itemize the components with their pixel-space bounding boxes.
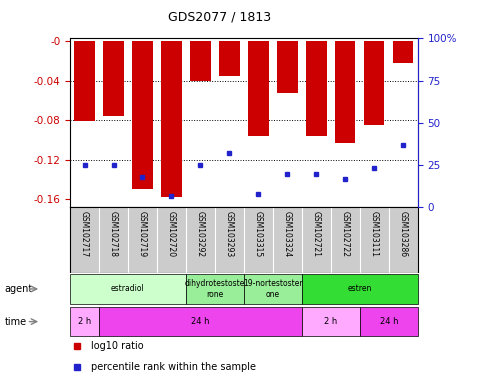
- Bar: [244, 274, 302, 304]
- Text: GSM102720: GSM102720: [167, 210, 176, 257]
- Bar: [132, 41, 153, 189]
- Bar: [302, 307, 360, 336]
- Text: GSM103111: GSM103111: [370, 210, 379, 257]
- Bar: [99, 307, 302, 336]
- Bar: [219, 41, 240, 76]
- Bar: [186, 274, 244, 304]
- Text: GSM102717: GSM102717: [80, 210, 89, 257]
- Text: percentile rank within the sample: percentile rank within the sample: [91, 362, 256, 372]
- Bar: [277, 41, 298, 93]
- Text: 24 h: 24 h: [380, 317, 398, 326]
- Bar: [103, 41, 124, 116]
- Text: GSM103324: GSM103324: [283, 210, 292, 257]
- Text: 2 h: 2 h: [324, 317, 338, 326]
- Text: 2 h: 2 h: [78, 317, 91, 326]
- Bar: [302, 274, 418, 304]
- Text: GSM103292: GSM103292: [196, 210, 205, 257]
- Text: 19-nortestoster
one: 19-nortestoster one: [243, 279, 303, 299]
- Bar: [360, 307, 418, 336]
- Bar: [161, 41, 182, 197]
- Text: GSM102722: GSM102722: [341, 210, 350, 257]
- Bar: [74, 41, 95, 121]
- Text: estren: estren: [348, 285, 372, 293]
- Text: agent: agent: [5, 284, 33, 294]
- Text: GSM103286: GSM103286: [399, 210, 408, 257]
- Bar: [393, 41, 413, 63]
- Bar: [364, 41, 384, 125]
- Text: dihydrotestoste
rone: dihydrotestoste rone: [185, 279, 245, 299]
- Text: estradiol: estradiol: [111, 285, 145, 293]
- Text: GSM102721: GSM102721: [312, 210, 321, 257]
- Text: GSM103293: GSM103293: [225, 210, 234, 257]
- Bar: [70, 274, 186, 304]
- Text: 24 h: 24 h: [191, 317, 210, 326]
- Bar: [190, 41, 211, 81]
- Bar: [70, 307, 99, 336]
- Bar: [335, 41, 355, 143]
- Bar: [306, 41, 327, 136]
- Text: GSM102719: GSM102719: [138, 210, 147, 257]
- Text: log10 ratio: log10 ratio: [91, 341, 143, 351]
- Bar: [248, 41, 269, 136]
- Text: GSM103315: GSM103315: [254, 210, 263, 257]
- Text: time: time: [5, 316, 27, 327]
- Text: GSM102718: GSM102718: [109, 210, 118, 257]
- Text: GDS2077 / 1813: GDS2077 / 1813: [168, 10, 271, 23]
